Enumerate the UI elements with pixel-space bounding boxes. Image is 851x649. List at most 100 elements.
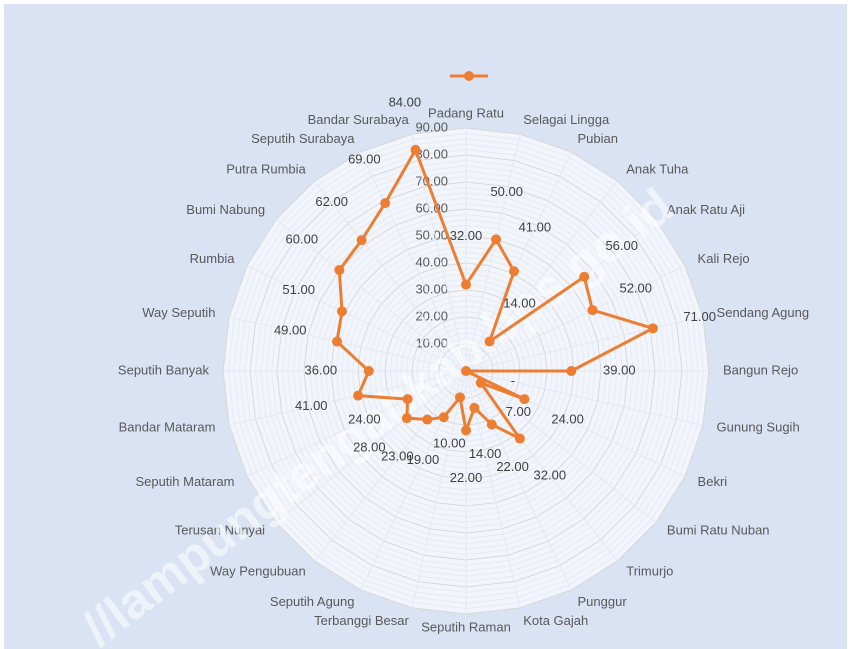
data-label: 51.00 <box>282 282 315 297</box>
data-point <box>519 394 530 405</box>
data-label: 39.00 <box>603 362 636 377</box>
data-label: 24.00 <box>348 411 381 426</box>
data-point <box>587 305 598 316</box>
spoke <box>465 151 572 372</box>
spoke <box>314 370 467 562</box>
spoke <box>465 219 657 372</box>
category-label: Sendang Agung <box>717 305 810 320</box>
data-point <box>461 279 471 290</box>
data-label: 36.00 <box>305 362 338 377</box>
data-point <box>461 425 471 436</box>
data-point <box>336 306 347 317</box>
data-point <box>514 433 525 444</box>
data-point <box>566 366 577 376</box>
spoke <box>360 370 467 591</box>
spoke <box>465 316 704 372</box>
data-label: 50.00 <box>490 184 523 199</box>
data-label: 49.00 <box>274 322 307 337</box>
category-label: Seputih Surabaya <box>251 131 355 146</box>
data-label: 10.00 <box>433 436 466 451</box>
spoke <box>228 370 467 426</box>
data-point <box>469 402 480 413</box>
y-tick-label: 50.00 <box>415 227 448 242</box>
category-label: Selagai Lingga <box>523 112 610 127</box>
y-tick-label: 70.00 <box>415 173 448 188</box>
data-point <box>410 144 421 155</box>
data-label: 28.00 <box>353 440 386 455</box>
category-label: Anak Ratu Aji <box>667 202 745 217</box>
data-point <box>491 234 502 245</box>
y-tick-label: 30.00 <box>415 281 448 296</box>
category-label: Kali Rejo <box>698 251 750 266</box>
data-label: 41.00 <box>519 219 552 234</box>
data-point <box>647 323 658 334</box>
y-tick-label: 60.00 <box>415 200 448 215</box>
spoke <box>228 316 467 372</box>
data-label: - <box>511 373 515 388</box>
data-label: 22.00 <box>496 459 529 474</box>
category-label: Way Seputih <box>142 305 215 320</box>
data-label: 69.00 <box>348 151 381 166</box>
data-label: 32.00 <box>450 228 483 243</box>
data-label: 22.00 <box>450 470 483 485</box>
spoke <box>246 370 467 477</box>
category-label: Bumi Nabung <box>186 202 265 217</box>
data-label: 24.00 <box>551 411 584 426</box>
data-point <box>356 235 367 246</box>
y-tick-label: 80.00 <box>415 146 448 161</box>
spoke <box>465 370 572 591</box>
data-point <box>402 394 413 405</box>
data-label: 84.00 <box>389 95 422 110</box>
spoke <box>314 180 467 372</box>
data-point <box>363 366 374 376</box>
category-label: Seputih Banyak <box>118 362 210 377</box>
category-label: Trimurjo <box>626 563 673 578</box>
spoke <box>465 370 618 562</box>
data-point <box>422 414 433 425</box>
category-label: Kota Gajah <box>523 613 588 628</box>
data-label: 60.00 <box>286 232 319 247</box>
spoke <box>360 151 467 372</box>
y-tick-label: 40.00 <box>415 254 448 269</box>
data-label: 14.00 <box>503 295 536 310</box>
y-tick-label: - <box>444 362 448 377</box>
spoke <box>465 133 521 372</box>
category-label: Way Pengubuan <box>210 563 306 578</box>
data-label: 14.00 <box>469 446 502 461</box>
spoke <box>411 370 467 609</box>
y-tick-label: 20.00 <box>415 308 448 323</box>
category-label: Seputih Mataram <box>135 474 234 489</box>
data-label: 62.00 <box>315 194 348 209</box>
spoke <box>465 265 686 372</box>
category-label: Bekri <box>698 474 728 489</box>
data-label: 71.00 <box>683 309 716 324</box>
category-label: Padang Ratu <box>428 105 504 120</box>
data-label: 41.00 <box>295 398 328 413</box>
category-label: Punggur <box>578 594 628 609</box>
data-point <box>509 266 520 277</box>
category-label: Terusan Nunyai <box>175 523 265 538</box>
data-point <box>454 392 465 403</box>
data-point <box>353 390 364 401</box>
spoke <box>246 265 467 372</box>
spoke <box>275 370 467 523</box>
category-label: Putra Rumbia <box>226 162 306 177</box>
data-point <box>461 366 471 376</box>
data-point <box>334 264 345 275</box>
data-point <box>401 413 412 424</box>
data-label: 56.00 <box>605 238 638 253</box>
data-label: 52.00 <box>619 281 652 296</box>
category-label: Pubian <box>578 131 618 146</box>
category-label: Anak Tuha <box>626 162 689 177</box>
data-label: 19.00 <box>407 452 440 467</box>
y-tick-label: 10.00 <box>415 335 448 350</box>
category-label: Bangun Rejo <box>723 362 798 377</box>
data-point <box>579 271 590 282</box>
data-label: 7.00 <box>506 404 531 419</box>
category-label: Bandar Surabaya <box>308 112 410 127</box>
spoke <box>465 370 657 523</box>
y-tick-label: 90.00 <box>415 119 448 134</box>
category-label: Seputih Agung <box>270 594 355 609</box>
category-label: Gunung Sugih <box>717 420 800 435</box>
